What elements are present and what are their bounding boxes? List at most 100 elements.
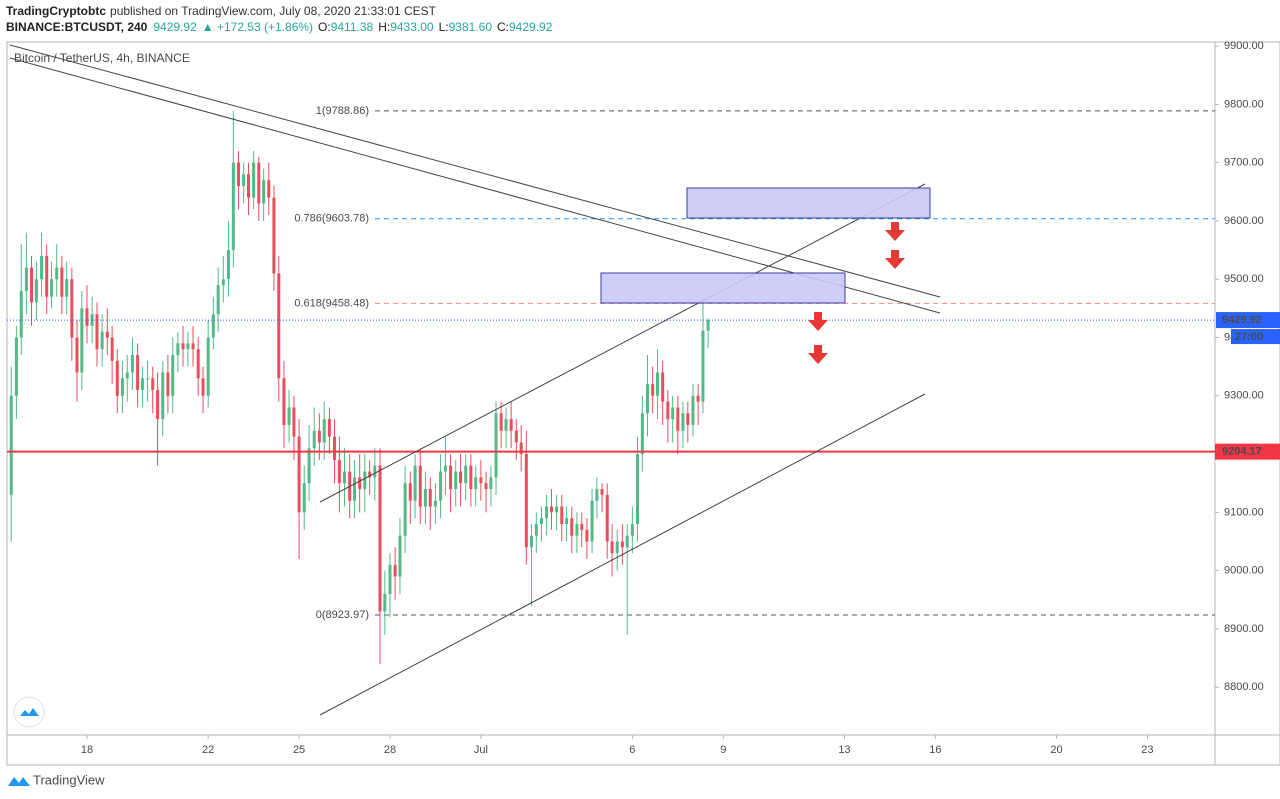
candle-body xyxy=(378,465,382,612)
candle-body xyxy=(656,372,660,396)
frame xyxy=(6,41,1280,766)
candle-body xyxy=(706,320,710,331)
candle-body xyxy=(206,337,210,396)
candle-body xyxy=(277,273,281,379)
badge-circle[interactable] xyxy=(13,696,45,728)
brand[interactable]: TradingView xyxy=(33,772,105,787)
candle-body xyxy=(30,267,34,303)
candle-body xyxy=(449,465,453,490)
candle-body xyxy=(80,308,84,373)
candle-body xyxy=(307,448,311,484)
candle-body xyxy=(443,465,447,472)
candle-body xyxy=(90,314,94,326)
candle-body xyxy=(337,459,341,484)
x-tick-label: 22 xyxy=(202,744,214,756)
candle-body xyxy=(24,267,28,291)
candle-body xyxy=(146,378,150,380)
last-price-label: 9429.92 xyxy=(1222,314,1262,326)
candle-body xyxy=(312,430,316,449)
support-price-box xyxy=(1215,443,1280,460)
candle-body xyxy=(252,162,256,198)
candle-body xyxy=(575,524,579,536)
author[interactable]: TradingCryptobtc xyxy=(6,4,106,18)
candle-body xyxy=(413,465,417,501)
candle-body xyxy=(580,524,584,530)
candle-body xyxy=(60,267,64,297)
y-tick-label: 9600.00 xyxy=(1224,215,1264,227)
candle-body xyxy=(287,407,291,425)
candle-body xyxy=(257,162,261,204)
plot: 8800.008900.009000.009100.009200.009300.… xyxy=(7,40,1280,756)
candle-body xyxy=(469,465,473,490)
symbol-line: BINANCE:BTCUSDT, 240 9429.92 ▲ +172.53 (+1… xyxy=(6,20,553,34)
candle-body xyxy=(186,343,190,350)
candle-body xyxy=(701,330,705,402)
candle-body xyxy=(368,471,372,478)
candle-body xyxy=(454,471,458,490)
candle-body xyxy=(9,395,13,495)
candle-body xyxy=(519,442,523,455)
tv-badge[interactable] xyxy=(13,696,45,728)
candle-body xyxy=(70,279,74,338)
ohlc-label: O: xyxy=(318,20,331,34)
ohlc-value: 9411.38 xyxy=(331,20,374,34)
candle-body xyxy=(630,524,634,536)
y-tick-label: 9300.00 xyxy=(1224,390,1264,402)
candle-body xyxy=(514,430,518,443)
chart-title: Bitcoin / TetherUS, 4h, BINANCE xyxy=(14,51,190,65)
ohlc-value: 9433.00 xyxy=(390,20,434,34)
candle-body xyxy=(196,349,200,379)
resistance-zone xyxy=(686,187,931,219)
candle-body xyxy=(34,279,38,303)
x-tick-label: 6 xyxy=(629,744,635,756)
candle-body xyxy=(651,384,655,396)
trend-line xyxy=(9,44,941,298)
candle-body xyxy=(494,413,498,478)
candle-body xyxy=(327,419,331,437)
candle-body xyxy=(166,372,170,396)
candle-body xyxy=(322,419,326,443)
candle-body xyxy=(388,564,392,594)
candle-body xyxy=(625,535,629,548)
candle-body xyxy=(120,378,124,396)
candle-body xyxy=(65,279,69,297)
candle-body xyxy=(398,535,402,577)
candle-body xyxy=(615,541,619,554)
candle-body xyxy=(383,593,387,612)
candle-body xyxy=(130,354,134,373)
down-arrow xyxy=(808,345,828,364)
badge-icon xyxy=(20,708,39,716)
candle-body xyxy=(236,162,240,186)
candle-body xyxy=(590,500,594,542)
candle-body xyxy=(529,535,533,548)
candle-body xyxy=(474,477,478,490)
candle-body xyxy=(110,337,114,361)
logo-icon xyxy=(8,777,30,786)
y-tick-label: 9500.00 xyxy=(1224,273,1264,285)
candle-body xyxy=(14,337,18,396)
candle-body xyxy=(646,384,650,414)
candle-body xyxy=(343,471,347,484)
countdown-label: 27:00 xyxy=(1235,331,1263,343)
candle-body xyxy=(408,483,412,501)
footer-logo[interactable]: TradingView xyxy=(8,772,105,787)
x-tick-label: 20 xyxy=(1050,744,1062,756)
candle-body xyxy=(423,489,427,507)
candle-body xyxy=(105,331,109,338)
candle-body xyxy=(181,343,185,350)
candle-body xyxy=(565,518,569,525)
x-tick-label: Jul xyxy=(474,744,488,756)
channel-line xyxy=(319,183,926,503)
candle-body xyxy=(282,378,286,425)
candle-body xyxy=(136,354,140,390)
candle-body xyxy=(75,337,79,373)
last-price-box xyxy=(1216,312,1280,329)
candle-body xyxy=(545,506,549,519)
candle-body xyxy=(585,529,589,542)
candle-body xyxy=(549,506,553,513)
candle-body xyxy=(55,267,59,280)
ohlc-label: H: xyxy=(378,20,390,34)
candle-body xyxy=(681,413,685,431)
candle-body xyxy=(358,477,362,490)
